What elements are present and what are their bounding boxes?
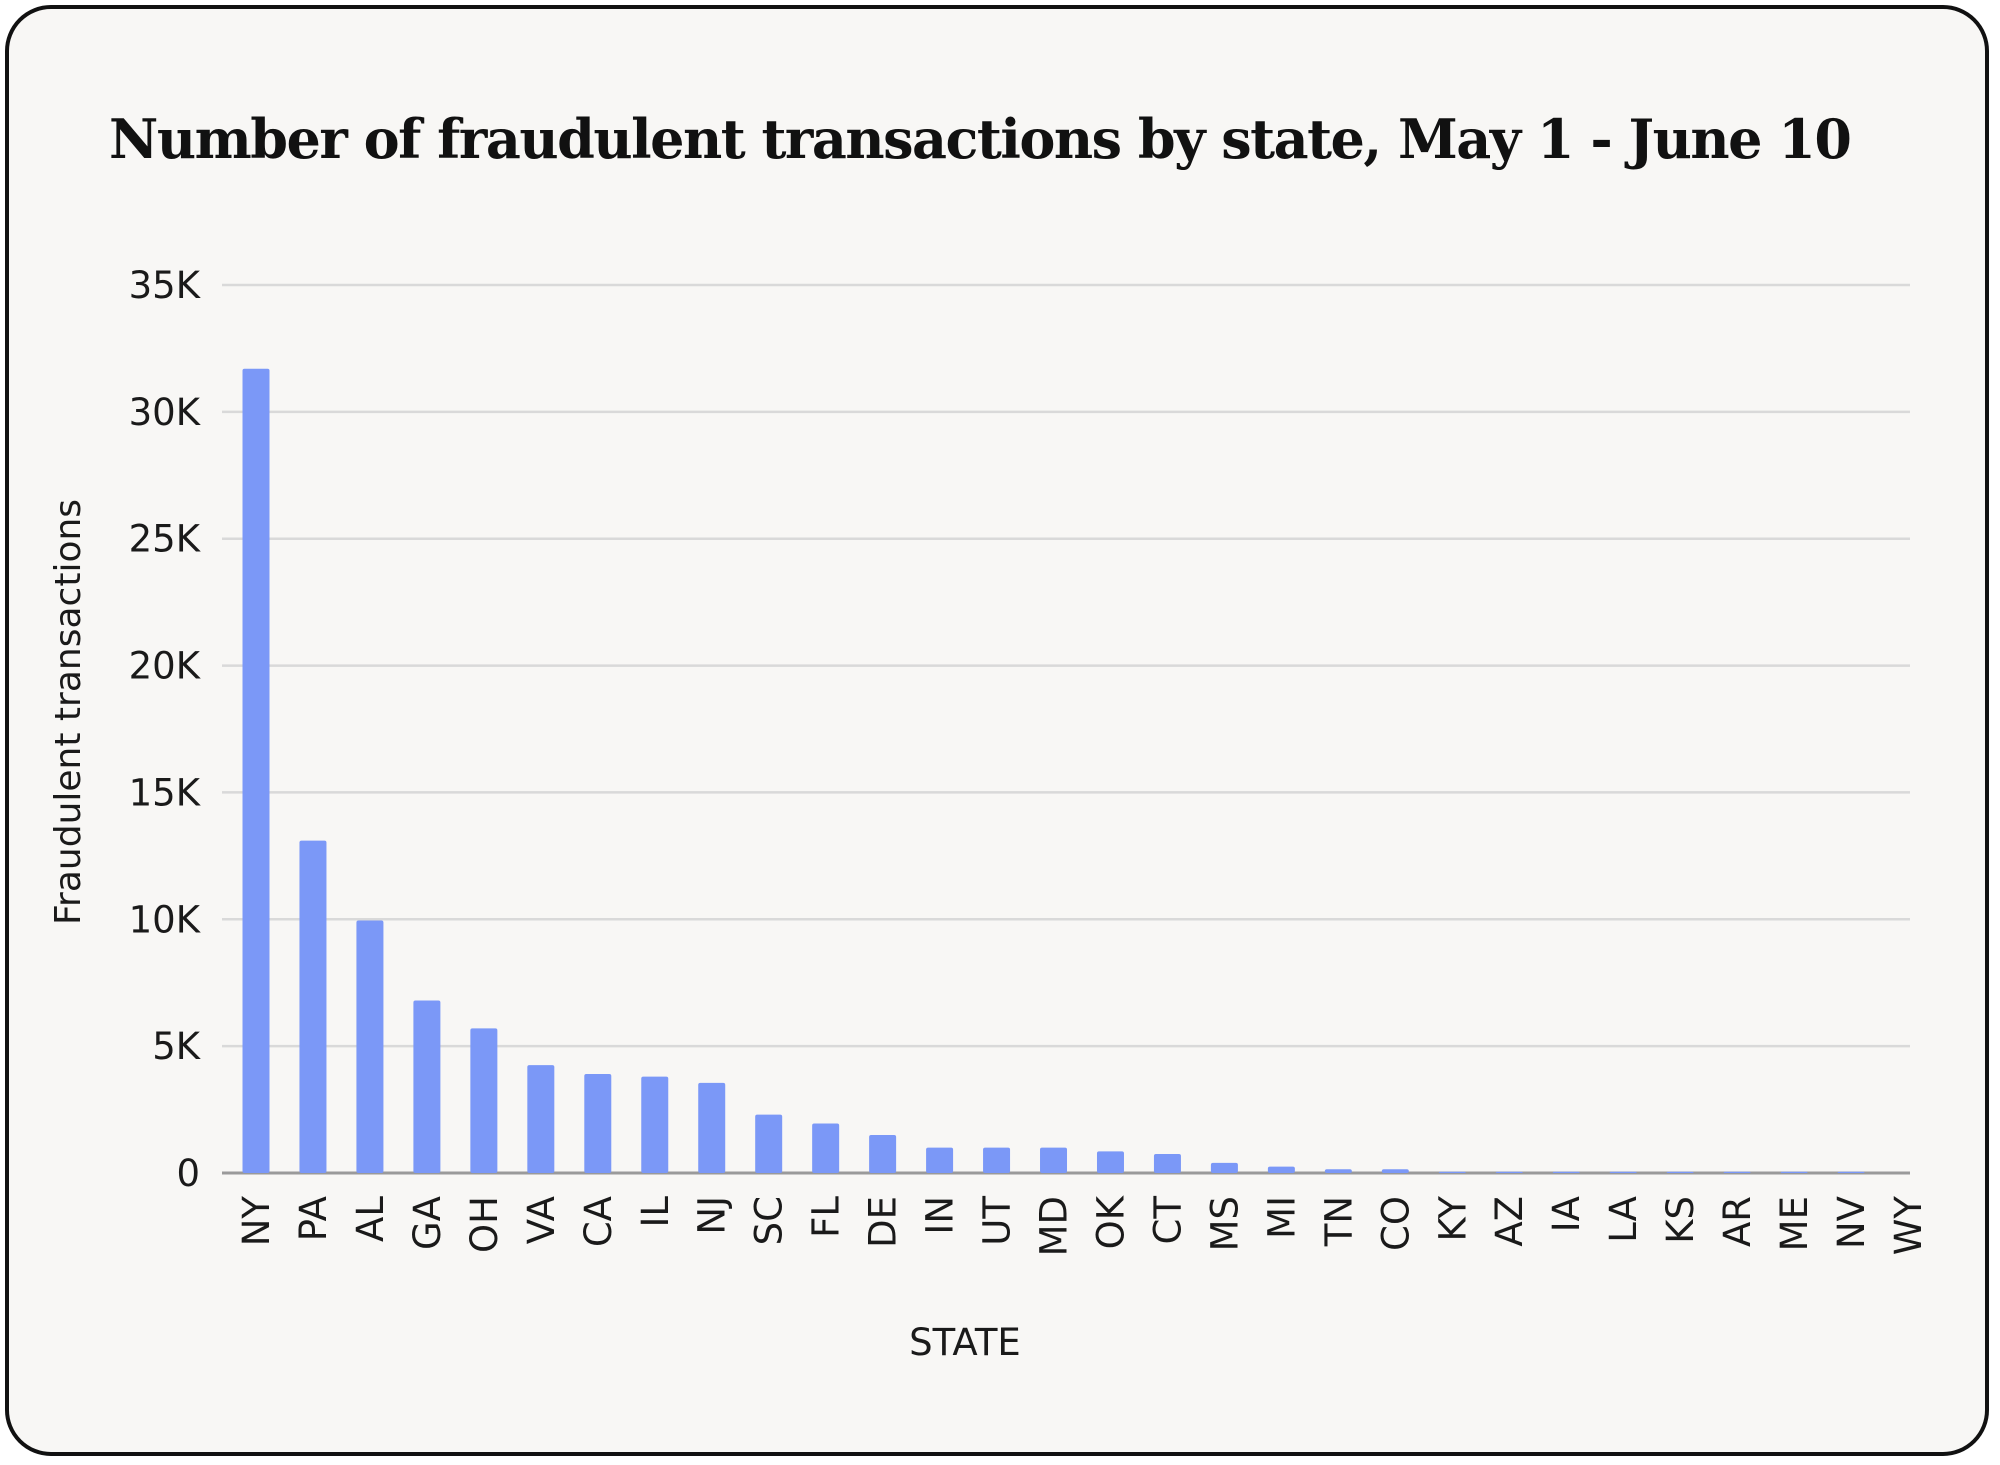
x-tick-label-ny: NY: [235, 1196, 278, 1247]
bar-la: [1609, 1171, 1637, 1173]
bar-ms: [1210, 1162, 1238, 1173]
x-tick-label-ct: CT: [1146, 1196, 1189, 1245]
bar-mi: [1267, 1166, 1295, 1173]
bar-tn: [1324, 1169, 1352, 1173]
x-tick-label-il: IL: [634, 1196, 677, 1228]
x-tick-label-ut: UT: [976, 1196, 1019, 1246]
chart-title: Number of fraudulent transactions by sta…: [109, 107, 1852, 171]
x-tick-label-pa: PA: [292, 1196, 335, 1241]
x-tick-label-oh: OH: [463, 1196, 506, 1253]
bar-va: [527, 1065, 555, 1173]
x-tick-label-sc: SC: [748, 1196, 791, 1245]
chart-card: Number of fraudulent transactions by sta…: [5, 5, 1989, 1456]
x-tick-label-va: VA: [520, 1196, 563, 1244]
y-axis-title: Fraudulent transactions: [48, 499, 89, 925]
bar-ok: [1096, 1151, 1124, 1173]
x-tick-label-co: CO: [1374, 1196, 1417, 1251]
bar-me: [1780, 1171, 1808, 1173]
y-tick-label: 0: [176, 1152, 200, 1195]
y-tick-label: 15K: [129, 771, 202, 814]
bar-ks: [1666, 1171, 1694, 1173]
bar-ia: [1552, 1171, 1580, 1173]
x-tick-label-ok: OK: [1089, 1194, 1132, 1249]
x-axis-title: STATE: [909, 1321, 1021, 1364]
x-tick-label-nj: NJ: [691, 1196, 734, 1235]
x-tick-label-ca: CA: [577, 1196, 620, 1247]
x-tick-label-me: ME: [1773, 1196, 1816, 1251]
y-tick-label: 20K: [129, 645, 202, 688]
y-axis-ticks: 0 5K 10K 15K 20K 25K 30K 35K: [129, 264, 202, 1195]
bar-ar: [1723, 1171, 1751, 1173]
bar-nv: [1837, 1171, 1865, 1173]
bar-ga: [413, 1000, 441, 1173]
bar-il: [641, 1076, 669, 1173]
bar-in: [926, 1147, 954, 1173]
bar-ut: [983, 1147, 1011, 1173]
bar-pa: [299, 840, 327, 1173]
x-tick-label-al: AL: [349, 1196, 392, 1242]
x-tick-label-ar: AR: [1716, 1196, 1759, 1247]
y-tick-label: 5K: [152, 1025, 202, 1068]
y-tick-label: 25K: [129, 518, 202, 561]
bar-nj: [698, 1082, 726, 1173]
x-tick-label-de: DE: [862, 1196, 905, 1248]
x-tick-label-ks: KS: [1659, 1196, 1702, 1244]
x-tick-label-ga: GA: [406, 1196, 449, 1250]
x-tick-label-in: IN: [919, 1196, 962, 1235]
y-tick-label: 35K: [129, 264, 202, 307]
bar-ny: [242, 368, 270, 1173]
bar-ct: [1153, 1153, 1181, 1173]
x-tick-label-fl: FL: [805, 1196, 848, 1238]
bar-ca: [584, 1074, 612, 1173]
bar-oh: [470, 1028, 498, 1173]
x-tick-label-mi: MI: [1260, 1196, 1303, 1239]
y-tick-label: 30K: [129, 391, 202, 434]
bar-md: [1040, 1147, 1068, 1173]
x-tick-label-ia: IA: [1545, 1196, 1588, 1232]
bar-de: [869, 1134, 897, 1173]
x-tick-label-md: MD: [1033, 1196, 1076, 1256]
bar-co: [1381, 1169, 1409, 1173]
gridlines: [222, 283, 1910, 1175]
bars: [242, 368, 1865, 1173]
x-tick-label-wy: WY: [1887, 1196, 1930, 1256]
bar-az: [1495, 1171, 1523, 1173]
x-tick-label-nv: NV: [1830, 1196, 1873, 1249]
x-tick-label-az: AZ: [1488, 1196, 1531, 1247]
bar-al: [356, 920, 384, 1173]
x-tick-label-ms: MS: [1203, 1196, 1246, 1251]
bar-sc: [755, 1114, 783, 1173]
y-tick-label: 10K: [129, 898, 202, 941]
x-axis-ticks: NY PA AL GA OH VA CA IL NJ SC FL DE IN UT MD OK CT MS MI TN…: [235, 1194, 1930, 1256]
bar-fl: [812, 1123, 840, 1173]
bar-ky: [1438, 1171, 1466, 1173]
x-tick-label-la: LA: [1602, 1196, 1645, 1243]
x-tick-label-tn: TN: [1317, 1196, 1360, 1247]
x-tick-label-ky: KY: [1431, 1196, 1474, 1242]
